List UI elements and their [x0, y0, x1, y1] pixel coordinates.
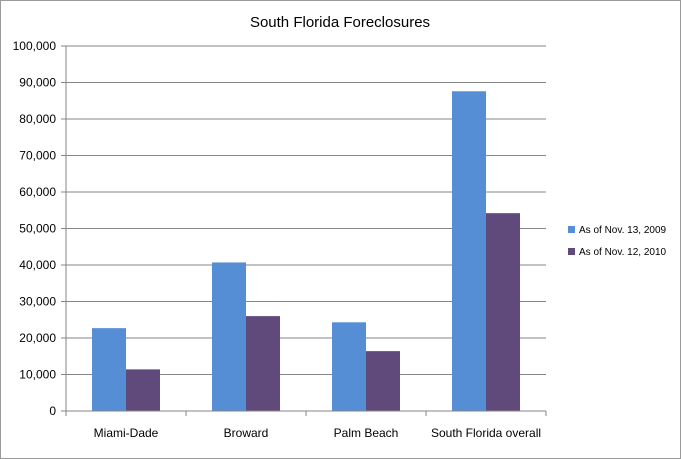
chart-title: South Florida Foreclosures [250, 14, 430, 31]
bar-series-2010 [126, 369, 160, 411]
y-tick-label: 70,000 [19, 149, 56, 163]
x-category-label: Broward [224, 426, 269, 440]
y-tick-label: 0 [49, 404, 56, 418]
bar-series-2009 [332, 322, 366, 411]
y-tick-label: 100,000 [13, 39, 57, 53]
y-tick-label: 10,000 [19, 368, 56, 382]
y-tick-label: 50,000 [19, 222, 56, 236]
bar-series-2009 [212, 262, 246, 411]
bar-series-2009 [452, 91, 486, 411]
bar-series-2009 [92, 328, 126, 411]
y-tick-label: 30,000 [19, 295, 56, 309]
legend-label: As of Nov. 12, 2010 [579, 247, 667, 258]
bar-series-2010 [246, 316, 280, 411]
bar-series-2010 [366, 351, 400, 411]
y-tick-label: 20,000 [19, 331, 56, 345]
y-tick-label: 80,000 [19, 112, 56, 126]
legend-swatch [568, 248, 575, 255]
legend: As of Nov. 13, 2009 As of Nov. 12, 2010 [568, 225, 667, 258]
x-category-label: South Florida overall [431, 426, 541, 440]
legend-swatch [568, 226, 575, 233]
x-category-label: Palm Beach [334, 426, 399, 440]
y-tick-label: 40,000 [19, 258, 56, 272]
x-axis: Miami-Dade Broward Palm Beach South Florida… [65, 410, 547, 440]
legend-label: As of Nov. 13, 2009 [579, 225, 667, 236]
x-category-label: Miami-Dade [94, 426, 159, 440]
bars [92, 91, 520, 411]
y-tick-label: 90,000 [19, 76, 56, 90]
y-axis: 0 10,000 20,000 30,000 40,000 50,000 60,000 70,… [13, 39, 67, 418]
y-tick-label: 60,000 [19, 185, 56, 199]
bar-series-2010 [486, 213, 520, 411]
